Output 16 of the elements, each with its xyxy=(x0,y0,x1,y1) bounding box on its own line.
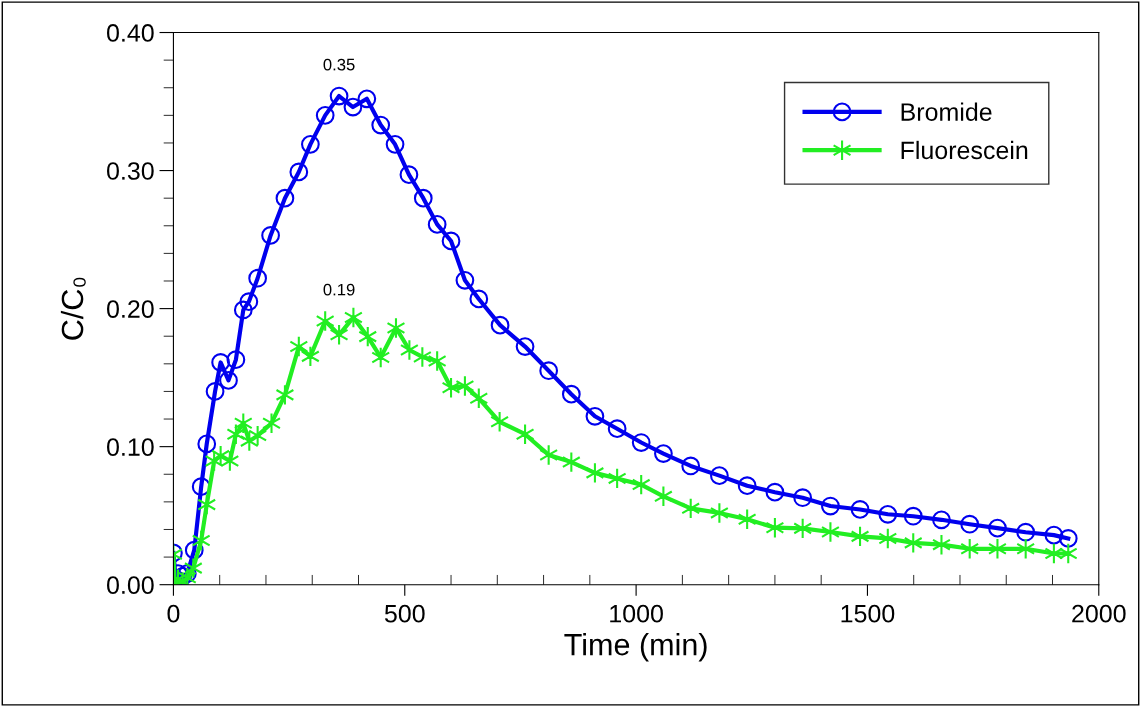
x-tick-label: 2000 xyxy=(1072,604,1126,623)
x-tick-label: 1000 xyxy=(610,604,663,623)
y-tick-label: 0.00 xyxy=(107,576,154,594)
legend-label: Bromide xyxy=(901,102,992,121)
legend-label: Fluorescein xyxy=(901,140,1028,160)
y-axis-title: C/C₀ xyxy=(60,277,86,340)
y-tick-label: 0.30 xyxy=(107,162,154,180)
annotation: 0.19 xyxy=(323,283,355,296)
x-tick-label: 500 xyxy=(384,604,425,623)
x-axis-title: Time (min) xyxy=(564,632,707,662)
x-tick-label: 0 xyxy=(167,604,180,623)
y-tick-label: 0.20 xyxy=(107,300,154,318)
x-tick-label: 1500 xyxy=(841,604,895,623)
y-tick-label: 0.40 xyxy=(107,24,154,42)
y-tick-label: 0.10 xyxy=(107,438,154,456)
annotation: 0.35 xyxy=(323,58,355,71)
